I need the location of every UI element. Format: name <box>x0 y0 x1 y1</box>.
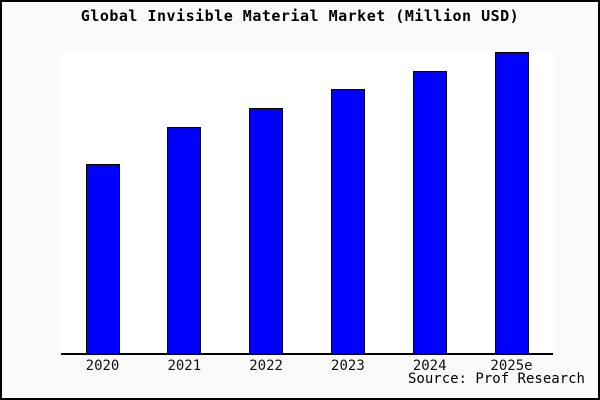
bar-2020 <box>85 164 120 353</box>
bar-2024 <box>412 71 447 353</box>
x-tick-label-2024: 2024 <box>412 358 447 374</box>
source-credit: Source: Prof Research <box>407 371 585 387</box>
bar-2023 <box>330 89 365 353</box>
bar-2022 <box>249 108 284 353</box>
plot-area <box>61 52 553 355</box>
x-tick-label-2020: 2020 <box>85 358 120 374</box>
x-tick-label-2025e: 2025e <box>490 358 533 374</box>
x-tick-label-2023: 2023 <box>331 358 365 374</box>
x-tick-label-2022: 2022 <box>249 358 283 374</box>
bar-2025e <box>494 52 529 353</box>
bar-2021 <box>167 127 202 353</box>
x-tick-label-2021: 2021 <box>167 358 202 374</box>
chart-title: Global Invisible Material Market (Millio… <box>80 7 520 25</box>
